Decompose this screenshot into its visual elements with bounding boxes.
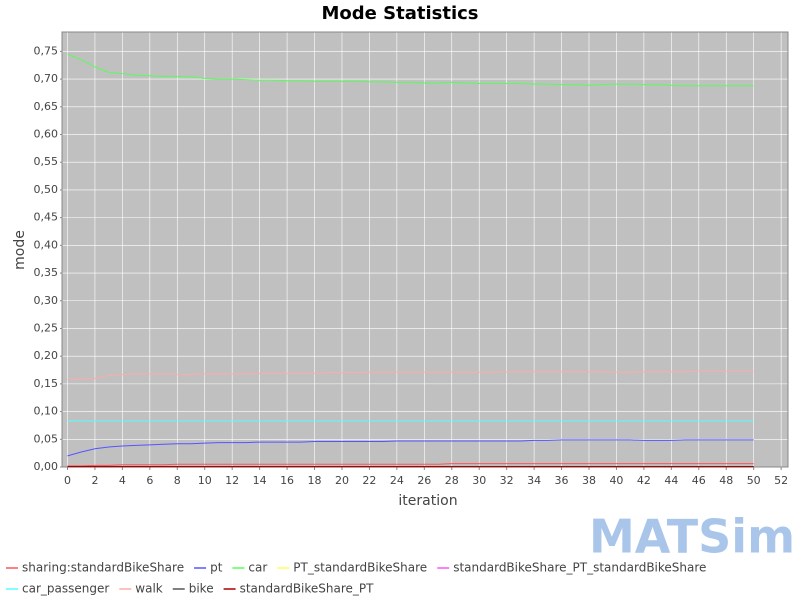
legend-item: pt: [194, 561, 223, 575]
x-tick-label: 38: [582, 474, 596, 487]
y-tick-label: 0,40: [34, 238, 59, 251]
y-tick-label: 0,65: [34, 100, 59, 113]
legend-item: car: [232, 561, 267, 575]
x-tick-label: 32: [500, 474, 514, 487]
y-tick-label: 0,25: [34, 321, 59, 334]
x-tick-label: 36: [555, 474, 569, 487]
y-tick-label: 0,45: [34, 211, 59, 224]
legend-label: bike: [189, 582, 214, 596]
y-tick-label: 0,60: [34, 128, 59, 141]
y-tick-label: 0,50: [34, 183, 59, 196]
y-tick-label: 0,70: [34, 72, 59, 85]
legend-label: car_passenger: [22, 582, 109, 596]
legend-item: walk: [119, 582, 163, 596]
x-tick-label: 48: [719, 474, 733, 487]
y-axis-label: mode: [12, 230, 28, 270]
y-tick-label: 0,05: [34, 432, 59, 445]
x-tick-label: 12: [225, 474, 239, 487]
y-tick-label: 0,35: [34, 266, 59, 279]
legend-item: standardBikeShare_PT_standardBikeShare: [437, 561, 706, 575]
series-line: [67, 439, 754, 457]
x-tick-label: 16: [280, 474, 294, 487]
y-tick-label: 0,15: [34, 377, 59, 390]
legend-item: sharing:standardBikeShare: [6, 561, 184, 575]
series-line: [67, 370, 754, 380]
x-tick-label: 30: [472, 474, 486, 487]
chart-title: Mode Statistics: [322, 3, 479, 24]
x-tick-label: 20: [335, 474, 349, 487]
legend-label: car: [248, 561, 267, 575]
x-tick-label: 44: [664, 474, 678, 487]
x-tick-label: 2: [91, 474, 98, 487]
legend-label: walk: [135, 582, 163, 596]
legend-label: PT_standardBikeShare: [293, 561, 427, 575]
y-tick-label: 0,55: [34, 155, 59, 168]
x-tick-label: 52: [774, 474, 788, 487]
x-tick-label: 0: [64, 474, 71, 487]
logo: MATSim: [589, 510, 795, 564]
x-tick-label: 14: [253, 474, 267, 487]
legend-item: bike: [172, 582, 214, 596]
x-tick-label: 4: [119, 474, 126, 487]
y-tick-label: 0,30: [34, 294, 59, 307]
y-tick-label: 0,00: [34, 460, 59, 473]
legend-item: car_passenger: [6, 582, 109, 596]
legend-item: PT_standardBikeShare: [277, 561, 427, 575]
x-tick-label: 26: [417, 474, 431, 487]
x-tick-label: 22: [362, 474, 376, 487]
x-tick-label: 18: [308, 474, 322, 487]
x-tick-label: 42: [637, 474, 651, 487]
x-tick-label: 6: [146, 474, 153, 487]
legend-label: standardBikeShare_PT_standardBikeShare: [453, 561, 706, 575]
legend-label: pt: [210, 561, 223, 575]
legend-label: standardBikeShare_PT: [240, 582, 375, 596]
x-tick-label: 28: [445, 474, 459, 487]
series-line: [67, 53, 754, 87]
x-tick-label: 34: [527, 474, 541, 487]
x-tick-label: 8: [174, 474, 181, 487]
x-tick-label: 24: [390, 474, 404, 487]
y-tick-label: 0,75: [34, 44, 59, 57]
legend-label: sharing:standardBikeShare: [22, 561, 184, 575]
legend-item: standardBikeShare_PT: [223, 582, 375, 596]
y-tick-label: 0,20: [34, 349, 59, 362]
x-tick-label: 10: [198, 474, 212, 487]
x-tick-label: 50: [747, 474, 761, 487]
x-axis-label: iteration: [398, 493, 457, 509]
y-tick-label: 0,10: [34, 405, 59, 418]
series-line: [67, 463, 754, 467]
x-tick-label: 40: [609, 474, 623, 487]
x-tick-label: 46: [692, 474, 706, 487]
plot-background: [62, 32, 788, 467]
